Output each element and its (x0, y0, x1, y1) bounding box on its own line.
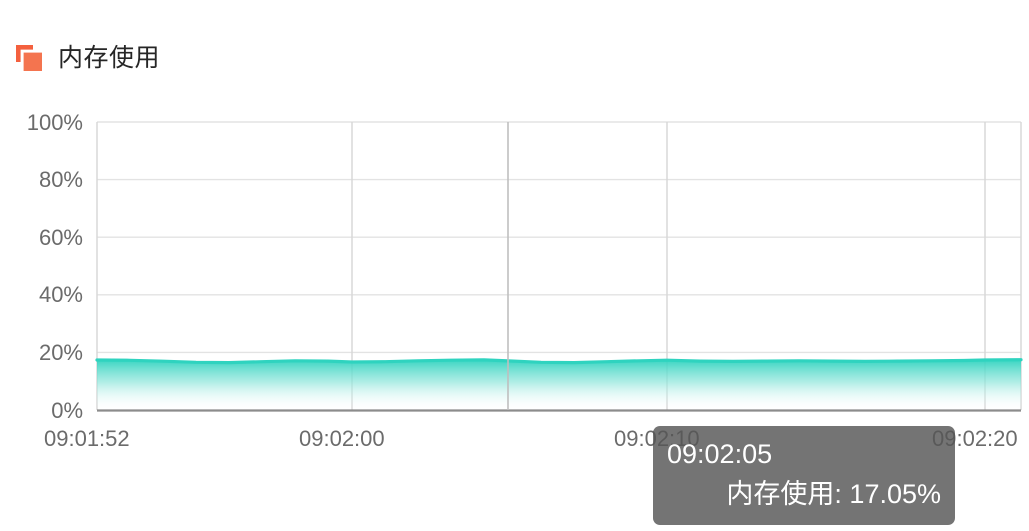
y-axis-tick-40: 40% (38, 282, 83, 307)
y-axis-tick-100: 100% (26, 110, 83, 135)
tooltip-series: 内存使用: 17.05% (726, 479, 941, 509)
x-axis-tick-3: 09:02:20 (932, 426, 1018, 451)
panel-header: 内存使用 (0, 0, 1029, 100)
horizontal-gridlines (97, 121, 1021, 354)
series-line (95, 358, 1023, 365)
series-area-fill (97, 359, 1021, 410)
x-axis-tick-1: 09:02:00 (299, 426, 385, 451)
y-axis-tick-20: 20% (38, 340, 83, 365)
y-axis-tick-80: 80% (38, 167, 83, 192)
x-axis-tick-2: 09:02:10 (614, 426, 700, 451)
memory-panel-icon (16, 45, 42, 71)
chart-canvas (95, 121, 1023, 412)
page-title: 内存使用 (58, 44, 161, 72)
y-axis-tick-60: 60% (38, 225, 83, 250)
x-axis-tick-0: 09:01:52 (44, 426, 130, 451)
y-axis-tick-0: 0% (51, 398, 83, 423)
memory-usage-chart[interactable]: 100% 80% 60% 40% 20% 0% 09:01:52 09:02:0… (0, 100, 1029, 525)
